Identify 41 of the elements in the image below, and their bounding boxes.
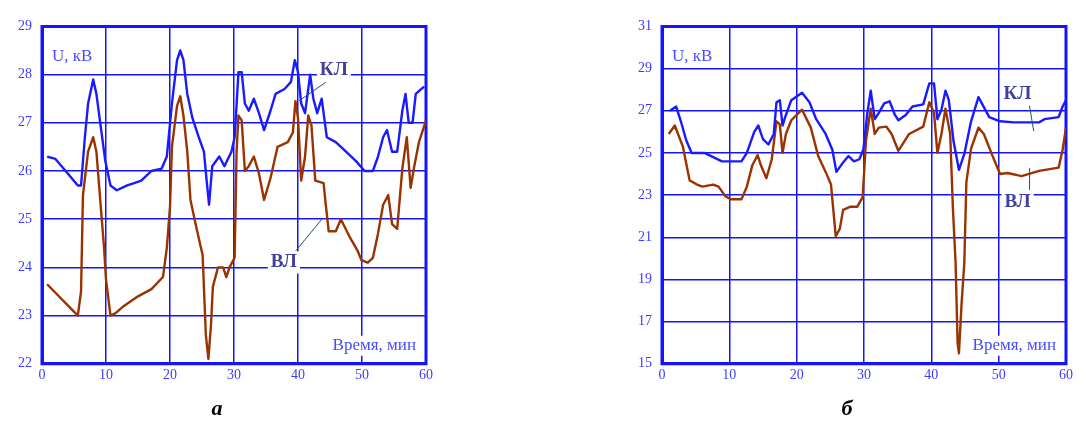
series-label: КЛ: [319, 58, 348, 80]
y-tick-label: 21: [638, 228, 652, 244]
y-tick-label: 24: [18, 259, 32, 275]
y-tick-label: 28: [18, 66, 32, 82]
y-tick-label: 29: [18, 18, 32, 34]
x-axis-title: Время, мин: [332, 335, 416, 355]
series-label: ВЛ: [1004, 189, 1031, 211]
y-tick-label: 15: [638, 355, 652, 371]
x-tick-label: 30: [857, 366, 871, 382]
y-tick-label: 27: [638, 102, 652, 118]
y-axis-title: U, кВ: [52, 45, 93, 65]
y-tick-label: 25: [18, 210, 32, 226]
y-tick-label: 22: [18, 355, 32, 371]
x-tick-label: 50: [991, 366, 1006, 382]
x-tick-label: 10: [99, 366, 113, 382]
y-tick-label: 31: [638, 18, 652, 34]
x-tick-label: 10: [722, 366, 737, 382]
y-tick-label: 25: [638, 144, 652, 160]
series-label: КЛ: [1003, 81, 1032, 103]
y-tick-label: 23: [18, 307, 32, 323]
x-tick-label: 40: [924, 366, 939, 382]
x-tick-label: 60: [419, 366, 433, 382]
x-tick-label: 60: [1059, 366, 1073, 382]
x-tick-label: 40: [291, 366, 305, 382]
x-tick-label: 20: [163, 366, 177, 382]
y-tick-label: 29: [638, 60, 652, 76]
x-axis-title: Время, мин: [972, 335, 1056, 355]
y-tick-label: 27: [18, 114, 32, 130]
text: б: [841, 395, 854, 421]
x-tick-label: 50: [355, 366, 369, 382]
y-tick-label: 17: [638, 313, 652, 329]
y-axis-title: U, кВ: [672, 45, 713, 65]
series-label: ВЛ: [270, 250, 297, 272]
x-tick-label: 0: [38, 366, 46, 382]
y-tick-label: 23: [638, 186, 652, 202]
text: а: [211, 395, 223, 421]
y-tick-label: 19: [638, 271, 652, 287]
x-tick-label: 30: [227, 366, 241, 382]
x-tick-label: 20: [789, 366, 804, 382]
y-tick-label: 26: [18, 162, 32, 178]
x-tick-label: 0: [658, 366, 666, 382]
